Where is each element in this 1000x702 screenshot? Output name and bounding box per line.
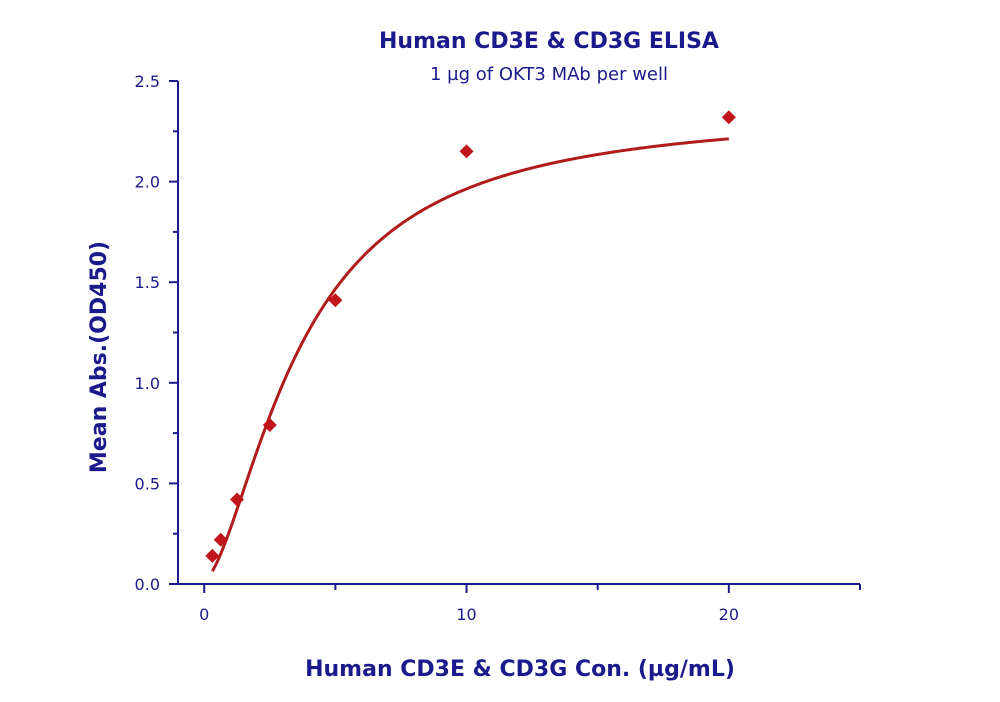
chart-title: Human CD3E & CD3G ELISA xyxy=(379,29,719,54)
data-point xyxy=(205,548,220,563)
data-point xyxy=(721,110,736,125)
axes xyxy=(177,81,860,585)
y-tick-label: 2.0 xyxy=(135,173,160,192)
data-point xyxy=(262,418,277,433)
chart-subtitle: 1 µg of OKT3 MAb per well xyxy=(430,64,668,85)
fit-curve-group xyxy=(211,137,729,572)
x-tick-label: 10 xyxy=(456,605,476,624)
y-tick-label: 1.0 xyxy=(135,374,160,393)
data-point xyxy=(328,293,343,308)
y-tick-label: 0.5 xyxy=(135,474,160,493)
data-points xyxy=(205,110,736,563)
data-point xyxy=(230,492,245,507)
y-tick-label: 0.0 xyxy=(135,575,160,594)
x-tick-label: 20 xyxy=(719,605,739,624)
data-point xyxy=(459,144,474,159)
y-tick-label: 2.5 xyxy=(135,72,160,91)
x-tick-label: 0 xyxy=(199,605,209,624)
y-tick-label: 1.5 xyxy=(135,273,160,292)
x-axis-title: Human CD3E & CD3G Con. (µg/mL) xyxy=(305,657,735,682)
fit-curve xyxy=(211,137,729,572)
data-point xyxy=(213,532,228,547)
y-axis-title: Mean Abs.(OD450) xyxy=(87,241,112,473)
ticks: 0.0 0.5 1.0 1.5 2.0 2.5 0 10 20 xyxy=(135,72,861,624)
